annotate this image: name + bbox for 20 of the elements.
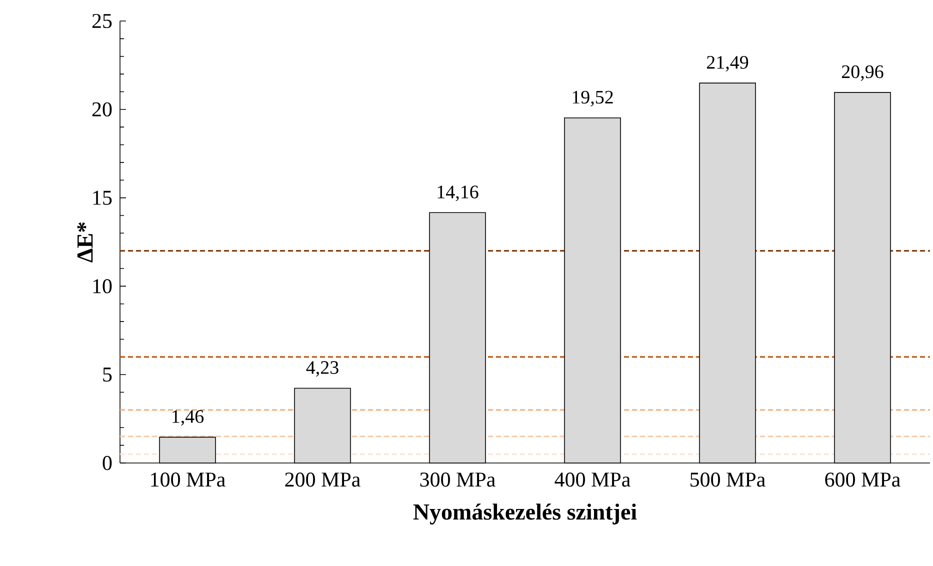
x-tick-label: 600 MPa — [825, 472, 900, 487]
data-label: 4,23 — [306, 361, 338, 377]
x-tick-label: 400 MPa — [554, 472, 630, 487]
y-axis-title: ΔE* — [77, 222, 93, 262]
data-label: 14,16 — [438, 186, 478, 202]
y-tick-label: 0 — [102, 456, 112, 470]
data-label: 19,52 — [572, 90, 613, 106]
x-tick-label: 100 MPa — [151, 472, 226, 487]
data-label: 21,49 — [706, 56, 748, 72]
x-tick-label: 300 MPa — [420, 472, 496, 487]
y-tick-label: 15 — [93, 190, 112, 205]
x-tick-label: 200 MPa — [285, 472, 360, 487]
data-label: 1,46 — [172, 410, 204, 426]
y-tick-label: 25 — [92, 14, 112, 28]
x-tick-label: 500 MPa — [690, 472, 766, 487]
x-axis-title: Nyomáskezelés szintjei — [413, 504, 637, 525]
y-tick-label: 10 — [93, 279, 112, 294]
y-tick-label: 5 — [103, 368, 112, 382]
data-label: 20,96 — [842, 65, 884, 81]
y-tick-label: 20 — [92, 102, 112, 116]
